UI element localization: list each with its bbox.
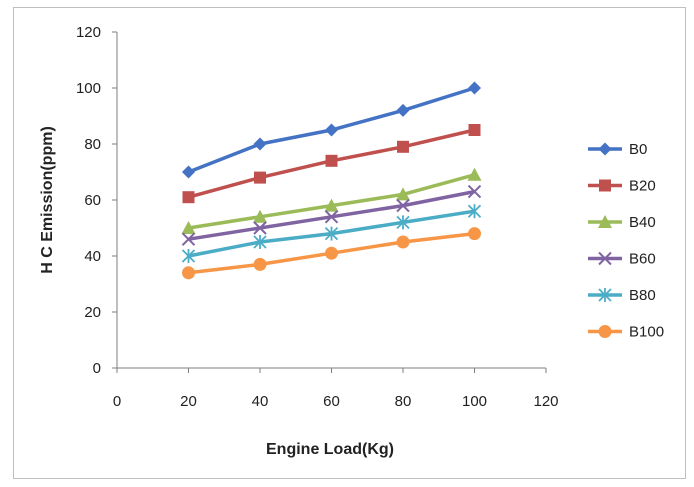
- legend-item-b20: B20: [588, 178, 656, 195]
- data-point-b80: [324, 226, 339, 241]
- x-tick-label: 40: [252, 393, 269, 410]
- data-point-b40: [467, 167, 482, 181]
- data-point-b0: [253, 137, 267, 151]
- data-point-b80: [181, 249, 196, 263]
- legend-item-b0: B0: [588, 141, 647, 158]
- legend-item-b80: B80: [588, 287, 656, 304]
- data-point-b40: [324, 198, 339, 212]
- legend-label-b80: B80: [629, 287, 656, 304]
- data-point-b60: [396, 198, 410, 213]
- series-layer: [181, 81, 482, 280]
- data-point-b80: [253, 235, 267, 249]
- data-point-b100: [182, 266, 195, 280]
- chart-frame: [13, 7, 686, 479]
- data-point-b0: [182, 165, 195, 179]
- series-b0: [182, 81, 481, 179]
- data-point-b0: [468, 81, 481, 95]
- x-marker-stroke: [181, 232, 196, 246]
- data-point-b40: [396, 187, 410, 201]
- y-axis-title: H C Emission(ppm): [39, 126, 56, 274]
- x-marker-stroke: [396, 198, 410, 213]
- x-tick-label: 20: [180, 393, 197, 410]
- series-b60: [181, 184, 482, 246]
- legend-label-b20: B20: [629, 178, 656, 195]
- x-tick-label: 100: [462, 393, 487, 410]
- series-b20: [182, 124, 481, 204]
- y-tick-label: 60: [84, 192, 101, 209]
- data-point-b0: [325, 123, 338, 137]
- data-point-b60: [253, 221, 267, 235]
- x-tick-label: 80: [395, 393, 412, 410]
- y-tick-label: 40: [84, 248, 101, 265]
- legend-marker-b20: [599, 179, 611, 192]
- series-b80: [181, 204, 482, 263]
- x-tick-label: 60: [323, 393, 340, 410]
- x-marker-stroke: [253, 221, 267, 235]
- series-b40: [181, 167, 482, 234]
- axes: 0 20 40 60 80 100 120 0 20 40 60 80 100 120: [76, 24, 559, 410]
- data-point-b20: [254, 171, 266, 184]
- data-point-b20: [182, 191, 195, 204]
- data-point-b40: [181, 221, 196, 234]
- legend-label-b0: B0: [629, 141, 647, 158]
- data-point-b100: [468, 227, 481, 241]
- x-marker-stroke: [324, 210, 339, 224]
- x-axis-title: Engine Load(Kg): [266, 441, 394, 458]
- data-point-b20: [397, 140, 409, 153]
- y-tick-label: 120: [76, 24, 101, 41]
- y-tick-label: 80: [84, 136, 101, 153]
- data-point-b80: [396, 215, 410, 230]
- data-point-b40: [253, 209, 267, 223]
- legend-marker-b40: [598, 215, 612, 228]
- data-point-b60: [324, 210, 339, 224]
- data-point-b60: [467, 184, 482, 199]
- data-point-b100: [325, 246, 338, 260]
- data-point-b60: [181, 232, 196, 246]
- legend-marker-b100: [598, 325, 612, 338]
- x-tick-label: 0: [113, 393, 121, 410]
- y-tick-label: 0: [93, 360, 101, 377]
- legend-marker-b0: [598, 142, 612, 156]
- data-point-b100: [396, 235, 410, 249]
- legend-item-b40: B40: [588, 214, 656, 231]
- y-tick-label: 20: [84, 304, 101, 321]
- x-marker-stroke: [467, 184, 482, 199]
- x-marker-stroke: [598, 251, 612, 266]
- legend-marker-b60: [598, 251, 612, 266]
- legend-label-b60: B60: [629, 251, 656, 268]
- legend: B0 B20 B40 B60 B80 B100: [588, 141, 664, 341]
- x-tick-label: 120: [533, 393, 558, 410]
- data-point-b20: [325, 154, 338, 167]
- data-point-b0: [396, 103, 410, 117]
- legend-marker-b80: [598, 288, 612, 302]
- legend-item-b100: B100: [588, 324, 664, 341]
- legend-item-b60: B60: [588, 251, 656, 268]
- legend-label-b100: B100: [629, 324, 664, 341]
- y-tick-label: 100: [76, 80, 101, 97]
- legend-label-b40: B40: [629, 214, 656, 231]
- series-b100: [182, 227, 481, 280]
- data-point-b20: [468, 124, 481, 136]
- data-point-b80: [467, 204, 482, 219]
- data-point-b100: [253, 257, 267, 271]
